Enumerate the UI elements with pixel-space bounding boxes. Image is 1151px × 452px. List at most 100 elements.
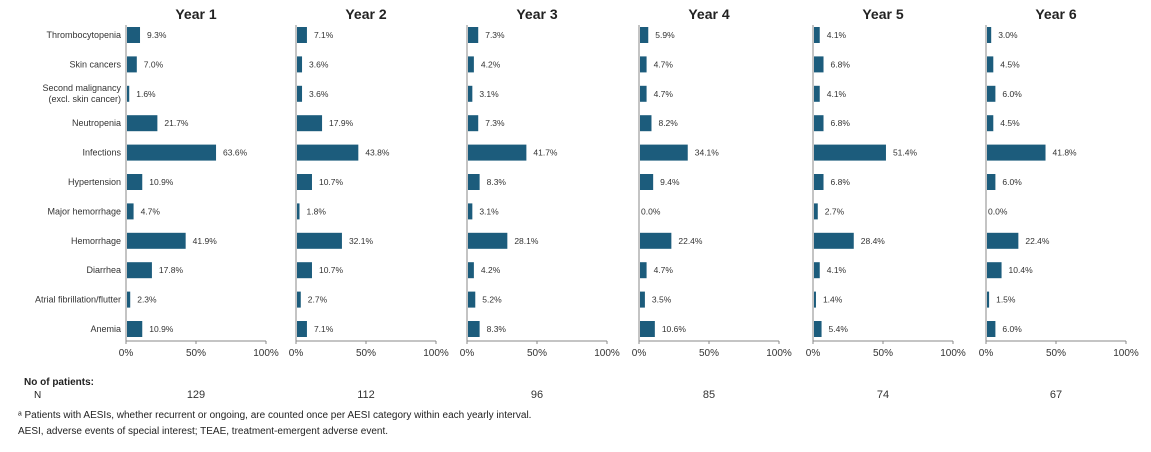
value-label: 9.3% xyxy=(147,30,167,40)
bar xyxy=(640,232,672,249)
x-tick-label: 100% xyxy=(594,348,620,359)
value-label: 10.9% xyxy=(149,177,174,187)
value-label: 17.8% xyxy=(159,265,184,275)
bar xyxy=(127,85,130,102)
bar xyxy=(814,174,824,190)
value-label: 22.4% xyxy=(678,236,703,246)
value-label: 4.2% xyxy=(481,265,501,275)
panel-title: Year 4 xyxy=(688,6,729,22)
bar xyxy=(127,115,158,132)
patient-count: 96 xyxy=(530,389,544,401)
value-label: 5.2% xyxy=(482,295,502,305)
x-tick-label: 100% xyxy=(423,348,449,359)
value-label: 4.7% xyxy=(654,265,674,275)
value-label: 6.8% xyxy=(831,118,851,128)
value-label: 7.3% xyxy=(485,30,505,40)
patient-count: 85 xyxy=(702,389,716,401)
value-label: 28.1% xyxy=(514,236,539,246)
bar xyxy=(297,27,307,43)
value-label: 17.9% xyxy=(329,118,354,128)
value-label: 7.0% xyxy=(144,59,164,69)
value-label: 2.7% xyxy=(825,206,845,216)
bar xyxy=(297,144,359,161)
value-label: 3.6% xyxy=(309,89,329,99)
bar xyxy=(127,56,137,73)
bar xyxy=(640,115,652,132)
bar xyxy=(468,174,480,190)
x-tick-label: 50% xyxy=(356,348,376,359)
value-label: 4.1% xyxy=(827,89,847,99)
bar xyxy=(987,262,1002,279)
bar xyxy=(297,321,307,337)
bar xyxy=(297,203,300,220)
bar xyxy=(127,262,152,279)
value-label: 22.4% xyxy=(1025,236,1050,246)
value-label: 6.0% xyxy=(1002,177,1022,187)
x-tick-label: 100% xyxy=(940,348,966,359)
bar xyxy=(987,321,996,337)
bar xyxy=(987,85,996,102)
value-label: 4.2% xyxy=(481,59,501,69)
category-label: Atrial fibrillation/flutter xyxy=(35,295,121,305)
bar xyxy=(640,262,647,279)
x-tick-label: 0% xyxy=(632,348,647,359)
category-label: Second malignancy (excl. skin cancer) xyxy=(42,83,121,104)
value-label: 5.4% xyxy=(829,324,849,334)
category-label: Hypertension xyxy=(68,177,121,187)
bar xyxy=(814,321,822,337)
value-label: 4.5% xyxy=(1000,59,1020,69)
value-label: 21.7% xyxy=(164,118,189,128)
value-label: 8.3% xyxy=(487,177,507,187)
bar xyxy=(987,115,994,132)
patient-count: 74 xyxy=(876,389,890,401)
value-label: 41.9% xyxy=(193,236,218,246)
category-label: Major hemorrhage xyxy=(47,206,121,216)
bar xyxy=(127,144,217,161)
category-label: Infections xyxy=(82,148,121,158)
value-label: 6.0% xyxy=(1002,324,1022,334)
bar xyxy=(814,115,824,132)
value-label: 4.1% xyxy=(827,265,847,275)
value-label: 6.8% xyxy=(831,177,851,187)
value-label: 0.0% xyxy=(641,206,661,216)
bar xyxy=(127,232,186,249)
panel-title: Year 6 xyxy=(1035,6,1076,22)
bar xyxy=(814,85,820,102)
value-label: 3.1% xyxy=(479,89,499,99)
value-label: 4.7% xyxy=(654,59,674,69)
bar xyxy=(297,85,303,102)
x-tick-label: 100% xyxy=(1113,348,1139,359)
patients-row-label: N xyxy=(34,390,42,401)
value-label: 4.7% xyxy=(141,206,161,216)
value-label: 2.3% xyxy=(137,295,157,305)
value-label: 3.5% xyxy=(652,295,672,305)
bar xyxy=(987,174,996,190)
value-label: 41.7% xyxy=(533,148,558,158)
bar xyxy=(814,291,816,308)
value-label: 28.4% xyxy=(861,236,886,246)
bar xyxy=(814,144,886,161)
bar xyxy=(640,56,647,73)
value-label: 10.6% xyxy=(662,324,687,334)
value-label: 10.4% xyxy=(1009,265,1034,275)
bar xyxy=(640,321,655,337)
category-label: Diarrhea xyxy=(86,265,121,275)
panel-title: Year 1 xyxy=(175,6,216,22)
value-label: 4.7% xyxy=(654,89,674,99)
value-label: 10.7% xyxy=(319,177,344,187)
bar xyxy=(814,262,820,279)
value-label: 34.1% xyxy=(695,148,720,158)
bar xyxy=(127,27,141,43)
value-label: 63.6% xyxy=(223,148,248,158)
bar xyxy=(640,144,688,161)
bar xyxy=(468,27,479,43)
value-label: 1.5% xyxy=(996,295,1016,305)
bar xyxy=(468,321,480,337)
bar xyxy=(987,232,1019,249)
bar xyxy=(468,115,479,132)
value-label: 5.9% xyxy=(655,30,675,40)
bar xyxy=(468,203,473,220)
bar xyxy=(814,232,854,249)
bar xyxy=(987,56,994,73)
